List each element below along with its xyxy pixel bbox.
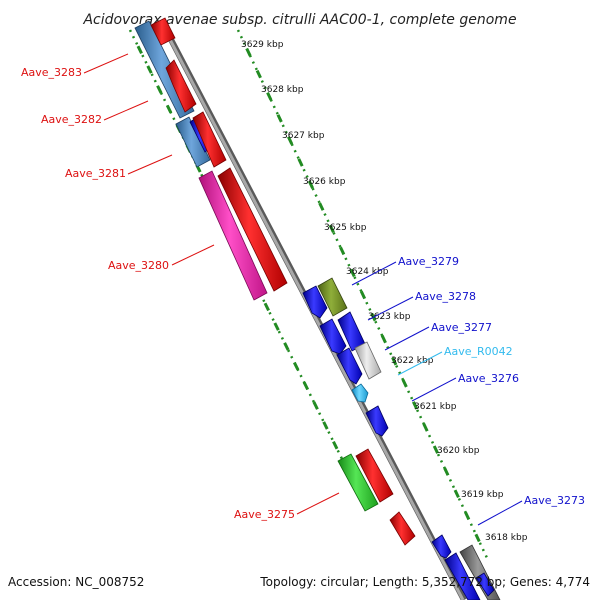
scale-tick — [146, 65, 153, 74]
leader-line — [411, 377, 457, 402]
scale-tick — [245, 47, 252, 57]
gene-aave-3280-rev[interactable] — [217, 167, 288, 292]
leader-line — [397, 351, 443, 376]
leader-line — [477, 500, 523, 526]
gene-aave-3281-rev[interactable] — [192, 111, 227, 168]
gene-aave-3280[interactable] — [198, 170, 268, 301]
gene-aave-3282[interactable] — [165, 59, 197, 113]
kbp-label: 3619 kbp — [461, 490, 504, 500]
gene-aave-3273[interactable] — [431, 534, 452, 559]
leader-line — [367, 296, 414, 321]
gene-aave-3282-fwd[interactable] — [175, 116, 211, 168]
leader-line — [384, 326, 430, 351]
gene-track — [134, 17, 501, 600]
scale-tick — [432, 445, 439, 454]
scale-tick — [464, 511, 471, 521]
gene-label-aave-3275[interactable]: Aave_3275 — [234, 508, 295, 521]
scale-tick — [307, 180, 314, 189]
scale-tick — [263, 302, 270, 312]
scale-tick — [401, 379, 408, 388]
gene-aave-3277[interactable] — [336, 347, 363, 385]
scale-tick — [283, 342, 290, 351]
gene-label-aave-3278[interactable]: Aave_3278 — [415, 290, 476, 303]
kbp-label: 3623 kbp — [368, 312, 411, 322]
gene-aave-3276[interactable] — [365, 405, 389, 437]
scale-tick — [359, 290, 367, 300]
kbp-label: 3624 kbp — [346, 267, 389, 277]
scale-tick — [312, 401, 319, 410]
label-leaders — [83, 53, 523, 526]
gene-label-aave-3281[interactable]: Aave_3281 — [65, 167, 126, 180]
kbp-label: 3618 kbp — [485, 533, 528, 543]
scale-tick — [156, 85, 163, 94]
scale-tick — [332, 440, 339, 450]
gene-aave-3278[interactable] — [319, 318, 347, 355]
scale-tick — [165, 104, 173, 114]
kbp-label: 3627 kbp — [282, 131, 325, 141]
gene-label-aave-3277[interactable]: Aave_3277 — [431, 321, 492, 334]
gene-aave-3277-rev[interactable] — [354, 341, 382, 380]
kbp-label: 3620 kbp — [437, 446, 480, 456]
scale-tick — [443, 467, 450, 476]
gene-label-aave-3282[interactable]: Aave_3282 — [41, 113, 102, 126]
gene-label-aave-3280[interactable]: Aave_3280 — [108, 259, 169, 272]
scale-tick — [302, 381, 310, 391]
gene-aave-3279-fwd[interactable] — [302, 285, 328, 319]
gene-aave-3272-b[interactable] — [475, 572, 495, 597]
accession-text: Accession: NC_008752 — [8, 575, 144, 589]
gene-aave-3275-rev[interactable] — [355, 448, 394, 503]
scale-tick — [349, 268, 356, 278]
leader-line — [296, 492, 340, 515]
summary-text: Topology: circular; Length: 5,352,772 bp… — [259, 575, 590, 589]
kbp-label: 3626 kbp — [303, 177, 346, 187]
gene-aave-r0042[interactable] — [351, 383, 369, 403]
gene-label-aave-3283[interactable]: Aave_3283 — [21, 66, 82, 79]
map-title: Acidovorax avenae subsp. citrulli AAC00-… — [82, 12, 516, 28]
kbp-labels: 3629 kbp 3628 kbp 3627 kbp 3626 kbp 3625… — [241, 40, 528, 543]
leader-line — [127, 154, 173, 175]
scale-tick — [339, 246, 346, 256]
scale-tick — [391, 356, 398, 366]
leader-line — [103, 100, 149, 121]
kbp-label: 3622 kbp — [391, 356, 434, 366]
gene-label-aave-3276[interactable]: Aave_3276 — [458, 372, 519, 385]
gene-labels: Aave_3283 Aave_3282 Aave_3281 Aave_3280 … — [21, 66, 585, 521]
scale-tick — [422, 423, 429, 432]
kbp-label: 3625 kbp — [324, 223, 367, 233]
leader-line — [351, 261, 397, 286]
scale-tick — [266, 91, 273, 101]
scale-tick — [474, 533, 481, 543]
kbp-label: 3628 kbp — [261, 85, 304, 95]
scale-tick — [380, 334, 387, 344]
gene-aave-3272[interactable] — [444, 552, 481, 600]
scale-tick — [318, 202, 325, 211]
gene-aave-3279[interactable] — [317, 277, 348, 317]
leader-line — [83, 53, 129, 74]
scale-tick — [276, 114, 283, 123]
genome-backbone — [163, 29, 465, 600]
leader-line — [171, 244, 215, 266]
scale-tick — [273, 322, 280, 331]
scale-tick — [136, 45, 143, 55]
scale-tick — [322, 421, 329, 430]
gene-label-aave-3273[interactable]: Aave_3273 — [524, 494, 585, 507]
scale-tick — [453, 489, 460, 499]
scale-tick — [293, 361, 300, 371]
kbp-label: 3621 kbp — [414, 402, 457, 412]
scale-tick — [328, 224, 335, 234]
scale-tick — [255, 69, 262, 79]
kbp-label: 3629 kbp — [241, 40, 284, 50]
scale-tick — [412, 401, 419, 410]
gene-label-aave-3279[interactable]: Aave_3279 — [398, 255, 459, 268]
scale-tick — [287, 136, 294, 145]
gene-aave-3283-rev[interactable] — [150, 17, 176, 46]
gene-aave-3274[interactable] — [389, 511, 416, 546]
gene-aave-3275[interactable] — [337, 453, 379, 512]
scale-tick — [297, 158, 304, 167]
gene-label-aave-r0042[interactable]: Aave_R0042 — [444, 345, 513, 358]
